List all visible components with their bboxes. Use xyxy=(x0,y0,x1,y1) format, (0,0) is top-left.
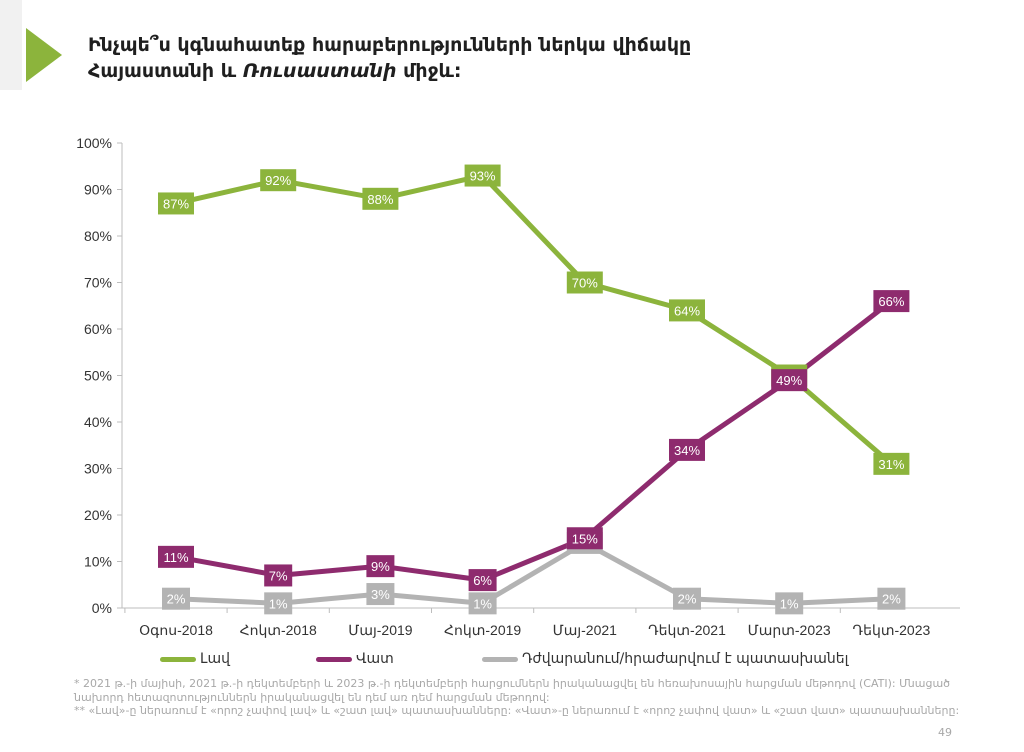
y-tick-label: 30% xyxy=(84,461,112,477)
data-label-box xyxy=(362,187,399,210)
y-tick-label: 20% xyxy=(84,507,112,523)
legend-label-bad: Վատ xyxy=(356,651,394,667)
page-number: 49 xyxy=(938,726,952,739)
data-label-box xyxy=(468,569,497,592)
data-label: 15% xyxy=(572,531,598,546)
data-label: 9% xyxy=(371,559,390,574)
legend-label-good: Լավ xyxy=(200,651,230,667)
y-tick-label: 80% xyxy=(84,228,112,244)
title-italic: Ռուսաստանի xyxy=(242,60,397,82)
series-line-0 xyxy=(173,173,894,467)
data-label-box xyxy=(264,592,293,615)
data-label-box xyxy=(873,452,910,475)
data-label-box xyxy=(260,169,297,192)
data-label-box xyxy=(775,592,804,615)
data-label-box xyxy=(366,555,395,578)
data-label: 3% xyxy=(371,587,390,602)
data-label-box xyxy=(158,192,194,215)
x-tick-label: Հոկտ-2018 xyxy=(240,622,317,638)
data-label-box xyxy=(464,164,501,187)
data-label: 70% xyxy=(572,276,598,291)
legend-item-bad: Վատ xyxy=(316,651,394,667)
x-tick-label: Դեկտ-2023 xyxy=(853,622,931,638)
data-label: 1% xyxy=(269,596,288,611)
data-label: 2% xyxy=(882,592,901,607)
x-tick-label: Մայ-2019 xyxy=(348,622,413,638)
data-label-box xyxy=(566,271,603,294)
page-title: Ինչպե՞ս կգնահատեք հարաբերությունների ներ… xyxy=(88,32,948,84)
data-label-box xyxy=(877,587,906,610)
slide-arrow-icon xyxy=(0,0,62,90)
chart-legend: Լավ Վատ Դժվարանում/հրաժարվում է պատասխան… xyxy=(0,651,1024,675)
footnote-1: * 2021 թ.-ի մայիսի, 2021 թ.-ի դեկտեմբերի… xyxy=(74,677,951,704)
series-line-1 xyxy=(173,298,894,583)
data-label: 2% xyxy=(678,592,697,607)
legend-label-hard: Դժվարանում/հրաժարվում է պատասխանել xyxy=(522,651,849,667)
data-label: 2% xyxy=(167,592,186,607)
x-tick-label: Մայ-2021 xyxy=(553,622,618,638)
y-tick-label: 60% xyxy=(84,321,112,337)
y-tick-label: 90% xyxy=(84,182,112,198)
legend-swatch-good xyxy=(160,656,196,662)
legend-item-hard: Դժվարանում/հրաժարվում է պատասխանել xyxy=(482,651,848,667)
x-tick-label: Մարտ-2023 xyxy=(748,622,831,638)
x-tick-label: Հոկտ-2019 xyxy=(444,622,521,638)
data-label-box xyxy=(468,592,497,615)
data-label: 64% xyxy=(674,303,700,318)
data-label: 88% xyxy=(367,192,393,207)
title-line-1: Ինչպե՞ս կգնահատեք հարաբերությունների ներ… xyxy=(88,34,692,56)
data-label-box xyxy=(566,527,603,550)
data-label: 87% xyxy=(163,196,189,211)
legend-swatch-bad xyxy=(316,656,352,662)
title-suffix: միջև: xyxy=(396,60,462,82)
y-tick-label: 100% xyxy=(76,135,112,151)
data-label-box xyxy=(162,587,190,610)
series-line-2 xyxy=(173,540,894,606)
data-label-box xyxy=(771,369,808,392)
y-tick-label: 70% xyxy=(84,275,112,291)
legend-item-good: Լավ xyxy=(160,651,230,667)
y-tick-label: 10% xyxy=(84,554,112,570)
x-tick-label: Օգոս-2018 xyxy=(139,622,213,638)
title-prefix: Հայաստանի և xyxy=(88,60,243,82)
title-line-2: Հայաստանի և Ռուսաստանի միջև: xyxy=(88,58,948,84)
data-label-box xyxy=(873,290,910,313)
data-label: 6% xyxy=(473,573,492,588)
data-label-box xyxy=(673,587,701,610)
footnote-2: ** «Լավ»-ը ներառում է «որոշ չափով լավ» և… xyxy=(74,704,960,717)
y-tick-label: 40% xyxy=(84,414,112,430)
data-label: 1% xyxy=(473,596,492,611)
data-label: 49% xyxy=(776,373,802,388)
data-label: 66% xyxy=(878,294,904,309)
data-label: 92% xyxy=(265,173,291,188)
line-chart: 0% 10% 20% 30% 40% 50% 60% 70% 80% 90% 100% Օգոս-20… xyxy=(76,135,960,638)
data-label-box xyxy=(669,438,705,461)
x-tick-label: Դեկտ-2021 xyxy=(648,622,726,638)
data-label: 11% xyxy=(163,550,188,565)
data-label: 93% xyxy=(470,169,496,184)
data-label: 7% xyxy=(269,568,288,583)
data-label-box xyxy=(366,583,395,606)
data-label-box xyxy=(158,545,194,568)
data-label-box xyxy=(264,564,293,587)
y-tick-label: 0% xyxy=(92,600,112,616)
data-label: 34% xyxy=(674,443,700,458)
y-tick-label: 50% xyxy=(84,368,112,384)
legend-swatch-hard xyxy=(482,656,518,662)
footnotes: * 2021 թ.-ի մայիսի, 2021 թ.-ի դեկտեմբերի… xyxy=(74,677,974,718)
data-label-box xyxy=(669,299,705,322)
data-label: 31% xyxy=(878,457,904,472)
data-label: 1% xyxy=(780,596,799,611)
